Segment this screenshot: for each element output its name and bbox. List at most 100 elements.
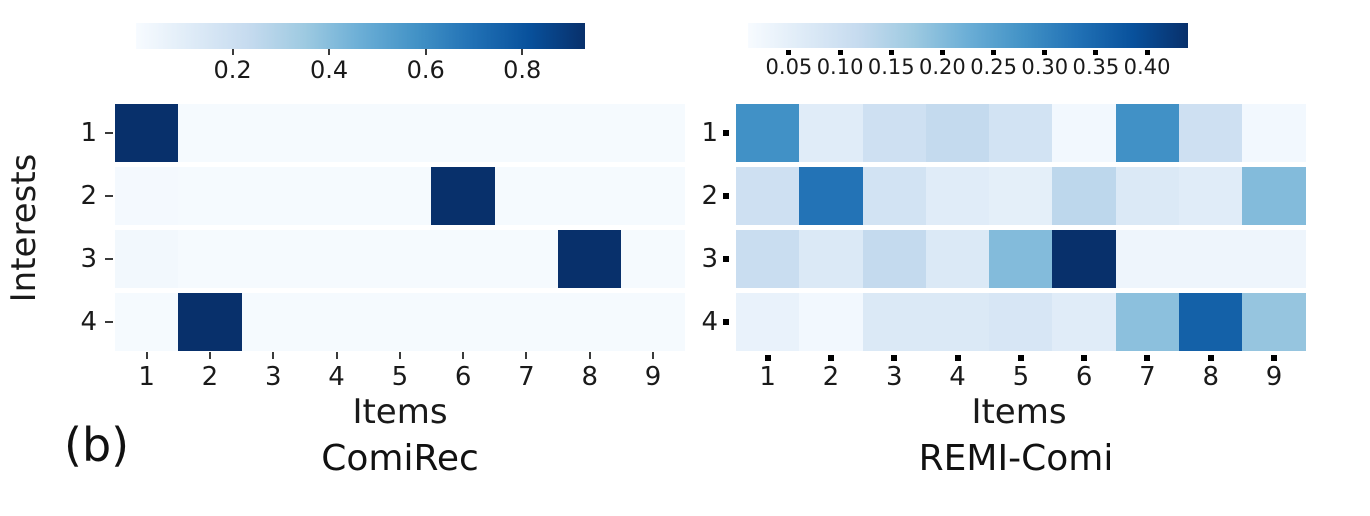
x-tick-label: 3 xyxy=(264,362,282,392)
heatmap-cell xyxy=(799,104,863,162)
y-tick-label: 2 xyxy=(701,181,718,211)
heatmap-cell xyxy=(925,293,990,351)
x-tick-label: 9 xyxy=(644,362,662,392)
colorbar-tick-mark xyxy=(888,50,894,55)
heatmap-cell xyxy=(558,230,622,288)
x-tick-mark xyxy=(1017,355,1024,361)
heatmap-cell xyxy=(799,230,863,288)
x-tick-mark xyxy=(525,352,528,359)
x-tick-mark xyxy=(954,355,961,361)
heatmap-cell xyxy=(1242,104,1306,162)
heatmap-cell xyxy=(494,167,559,225)
x-tick-label: 7 xyxy=(1139,362,1156,392)
x-tick-label: 3 xyxy=(885,362,903,392)
heatmap-row xyxy=(736,104,1306,162)
heatmap-cell xyxy=(431,167,495,225)
heatmap-cell xyxy=(736,104,800,162)
heatmap-cell xyxy=(431,104,495,162)
heatmap-cell xyxy=(558,293,622,351)
y-tick-label: 4 xyxy=(701,307,718,337)
y-tick-mark xyxy=(105,132,113,134)
x-tick-mark xyxy=(335,352,338,359)
heatmap-cell xyxy=(368,167,432,225)
heatmap-cell xyxy=(241,293,305,351)
x-axis-label: Items xyxy=(352,392,448,432)
heatmap-row xyxy=(115,167,685,225)
heatmap-cell xyxy=(862,230,926,288)
heatmap-cell xyxy=(621,167,685,225)
y-tick-label: 3 xyxy=(701,244,718,274)
heatmap-cell xyxy=(178,293,242,351)
colorbar-tick-label: 0.15 xyxy=(867,55,915,79)
colorbar-tick-mark xyxy=(837,50,843,55)
heatmap-cell xyxy=(1115,167,1180,225)
colorbar-tick-label: 0.4 xyxy=(310,56,349,84)
heatmap-cell xyxy=(178,104,242,162)
colorbar-tick-mark xyxy=(1144,50,1150,55)
heatmap-cell xyxy=(304,104,369,162)
heatmap-cell xyxy=(925,104,990,162)
heatmap-cell xyxy=(304,230,369,288)
panel-title: ComiRec xyxy=(321,438,479,479)
heatmap-cell xyxy=(1052,167,1116,225)
heatmap-row xyxy=(736,230,1306,288)
x-tick-label: 6 xyxy=(1075,362,1093,392)
heatmap-cell xyxy=(178,167,242,225)
colorbar-tick-mark xyxy=(328,49,331,55)
heatmap-row xyxy=(736,293,1306,351)
colorbar-tick-label: 0.05 xyxy=(765,55,813,79)
heatmap-cell xyxy=(736,167,800,225)
heatmap-cell xyxy=(1115,293,1180,351)
heatmap-cell xyxy=(1242,293,1306,351)
x-tick-mark xyxy=(827,355,834,361)
colorbar-tick-label: 0.30 xyxy=(1021,55,1069,79)
colorbar-tick-mark xyxy=(1042,50,1048,55)
colorbar-tick-mark xyxy=(521,49,524,55)
heatmap-cell xyxy=(115,104,179,162)
heatmap-cell xyxy=(178,230,242,288)
y-tick-label: 3 xyxy=(80,244,97,274)
x-tick-label: 8 xyxy=(581,362,599,392)
heatmap-cell xyxy=(241,167,305,225)
heatmap-cell xyxy=(558,104,622,162)
colorbar-tick-label: 0.40 xyxy=(1123,55,1171,79)
x-tick-label: 1 xyxy=(759,362,776,392)
colorbar xyxy=(748,23,1188,48)
heatmap-cell xyxy=(1179,104,1243,162)
colorbar-tick-label: 0.35 xyxy=(1072,55,1120,79)
heatmap-cell xyxy=(621,293,685,351)
colorbar-tick-label: 0.8 xyxy=(503,56,542,84)
heatmap-cell xyxy=(115,167,179,225)
heatmap-cell xyxy=(241,230,305,288)
x-tick-mark xyxy=(588,352,591,359)
x-tick-mark xyxy=(891,355,898,361)
figure-label: (b) xyxy=(64,418,130,472)
heatmap-cell xyxy=(1242,230,1306,288)
heatmap-row xyxy=(115,230,685,288)
heatmap-cell xyxy=(115,230,179,288)
y-tick-mark xyxy=(105,195,113,197)
x-tick-label: 1 xyxy=(138,362,155,392)
heatmap-cell xyxy=(558,167,622,225)
colorbar-tick-mark xyxy=(991,50,997,55)
heatmap-cell xyxy=(621,230,685,288)
heatmap-cell xyxy=(431,293,495,351)
heatmap-cell xyxy=(862,167,926,225)
y-tick-mark xyxy=(105,258,113,260)
heatmap-cell xyxy=(621,104,685,162)
x-tick-mark xyxy=(1271,355,1278,361)
heatmap-cell xyxy=(989,104,1053,162)
colorbar xyxy=(136,23,585,49)
heatmap-cell xyxy=(862,293,926,351)
colorbar-tick-mark xyxy=(424,49,427,55)
x-tick-mark xyxy=(462,352,465,359)
heatmap-row xyxy=(736,167,1306,225)
x-tick-mark xyxy=(272,352,275,359)
heatmap-cell xyxy=(799,167,863,225)
y-tick-mark xyxy=(723,193,729,199)
x-tick-mark xyxy=(398,352,401,359)
heatmap-cell xyxy=(1179,167,1243,225)
heatmap-cell xyxy=(989,167,1053,225)
heatmap-cell xyxy=(304,293,369,351)
